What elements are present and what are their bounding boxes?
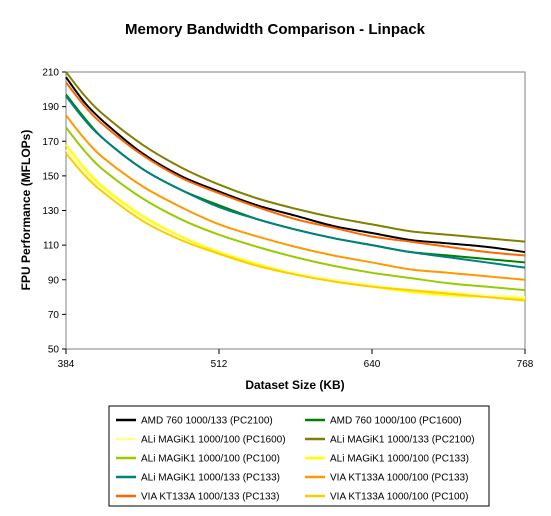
y-tick-label: 50 <box>48 345 60 356</box>
y-tick-label: 210 <box>42 68 59 79</box>
y-tick-label: 70 <box>48 310 60 321</box>
legend-label: AMD 760 1000/133 (PC2100) <box>141 416 273 427</box>
legend-label: ALi MAGiK1 1000/100 (PC133) <box>330 454 469 465</box>
series-line <box>65 71 526 243</box>
legend-label: AMD 760 1000/100 (PC1600) <box>330 416 462 427</box>
legend-label: ALi MAGiK1 1000/133 (PC2100) <box>330 435 475 446</box>
plot-area <box>65 71 526 350</box>
legend-box <box>108 405 490 507</box>
legend-label: VIA KT133A 1000/133 (PC133) <box>141 492 279 503</box>
series-line <box>65 126 526 292</box>
y-tick-label: 130 <box>42 206 59 217</box>
series-line <box>65 95 526 269</box>
y-tick-label: 90 <box>48 275 60 286</box>
y-tick-label: 170 <box>42 137 59 148</box>
y-tick-label: 190 <box>42 102 59 113</box>
y-axis-ticks: 50 70 90 110 130 150 170 190 210 <box>42 68 66 356</box>
y-axis-label: FPU Performance (MFLOPs) <box>19 130 33 291</box>
chart-title: Memory Bandwidth Comparison - Linpack <box>125 21 426 38</box>
legend-label: ALi MAGiK1 1000/100 (PC100) <box>141 454 280 465</box>
legend-items: AMD 760 1000/133 (PC2100) AMD 760 1000/10… <box>116 416 475 503</box>
series-line <box>65 81 526 257</box>
y-tick-label: 110 <box>43 241 59 252</box>
legend-label: ALi MAGiK1 1000/133 (PC133) <box>141 473 280 484</box>
series-line <box>65 76 526 254</box>
legend: AMD 760 1000/133 (PC2100) AMD 760 1000/10… <box>108 405 490 507</box>
x-tick-label: 384 <box>58 359 75 370</box>
x-axis-label: Dataset Size (KB) <box>245 378 344 392</box>
legend-label: VIA KT133A 1000/100 (PC133) <box>330 473 468 484</box>
legend-label: VIA KT133A 1000/100 (PC100) <box>330 492 468 503</box>
x-tick-label: 640 <box>364 359 381 370</box>
series-line <box>65 114 526 281</box>
x-tick-label: 512 <box>211 359 228 370</box>
x-axis-ticks: 384 512 640 768 <box>58 349 534 370</box>
y-tick-label: 150 <box>42 171 59 182</box>
x-tick-label: 768 <box>517 359 534 370</box>
series-lines <box>65 71 526 302</box>
legend-label: ALi MAGiK1 1000/100 (PC1600) <box>141 435 286 446</box>
series-line <box>65 152 526 302</box>
